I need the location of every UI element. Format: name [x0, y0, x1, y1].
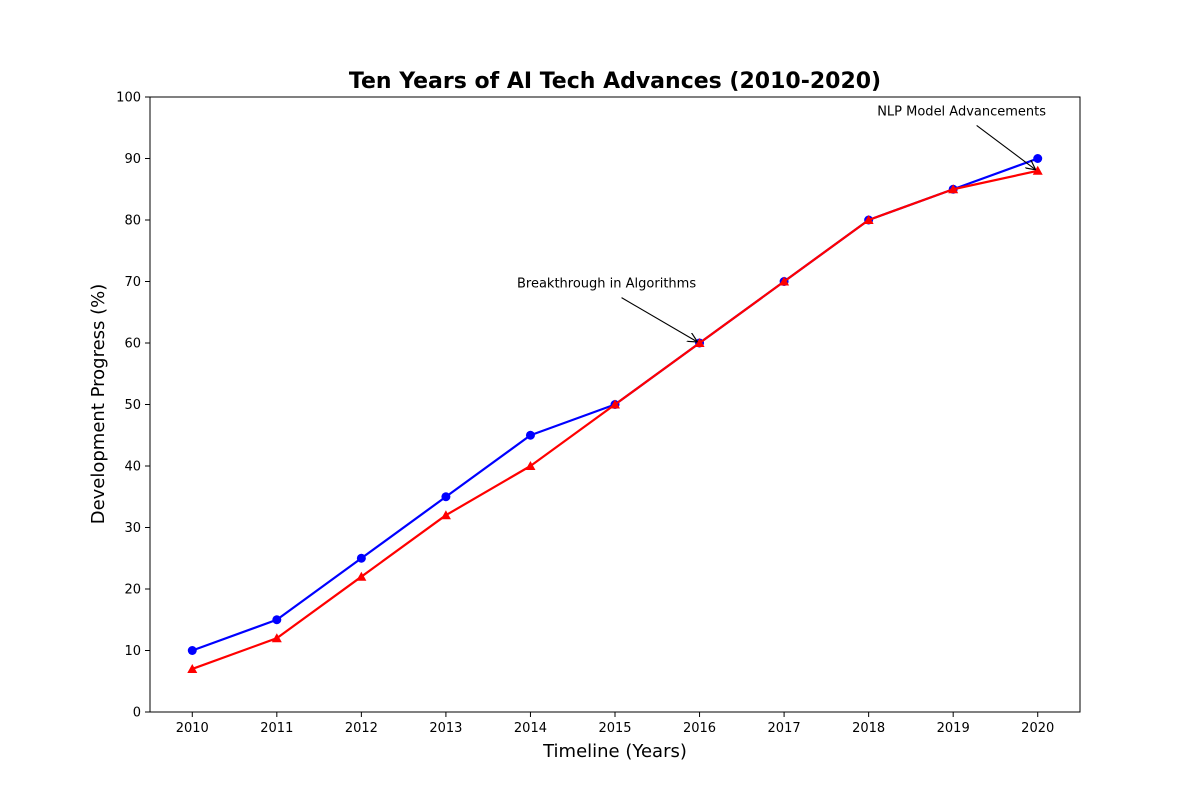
- x-tick-label: 2014: [514, 721, 547, 736]
- y-tick-label: 20: [124, 583, 141, 598]
- y-tick-label: 40: [124, 460, 141, 475]
- annotation-2-arrow: [976, 125, 1036, 169]
- y-tick-label: 50: [124, 398, 141, 413]
- x-tick-label: 2016: [683, 721, 716, 736]
- x-tick-label: 2011: [260, 721, 293, 736]
- series-1-point: [187, 646, 197, 655]
- series-1-point: [272, 615, 282, 625]
- x-tick-label: 2010: [176, 721, 209, 736]
- series-2-point: [1032, 165, 1043, 175]
- series-2-point: [779, 276, 790, 286]
- series-1-point: [441, 492, 451, 502]
- series-2-point: [356, 571, 367, 581]
- x-tick-label: 2013: [429, 721, 462, 736]
- series-2-point: [694, 338, 705, 347]
- series-2-point: [610, 399, 620, 409]
- series-2-point: [863, 215, 874, 224]
- series-1-point: [525, 430, 535, 440]
- series-1-point: [1033, 154, 1043, 163]
- x-tick-label: 2012: [345, 721, 378, 736]
- y-tick-label: 100: [116, 91, 141, 106]
- x-axis-label: Timeline (Years): [542, 741, 687, 762]
- series-2-point: [271, 633, 282, 643]
- y-axis-label: Development Progress (%): [88, 284, 109, 525]
- y-tick-label: 30: [124, 521, 141, 536]
- annotation-1-text: Breakthrough in Algorithms: [517, 277, 696, 292]
- annotation-1-arrow: [621, 297, 698, 342]
- series-2-point: [948, 184, 959, 194]
- annotation-2-text: NLP Model Advancements: [877, 104, 1046, 119]
- x-tick-label: 2015: [598, 721, 631, 736]
- plot-area: 0 10 20 30 40 50 60 70 80 90 100 2010 2011 2012 2013 20…: [116, 91, 1081, 736]
- y-tick-label: 70: [124, 275, 141, 290]
- y-tick-label: 80: [124, 214, 141, 229]
- x-tick-label: 2017: [768, 721, 801, 736]
- x-tick-label: 2019: [937, 721, 970, 736]
- series-2-point: [525, 461, 536, 470]
- y-tick-label: 90: [124, 152, 141, 167]
- x-tick-label: 2020: [1021, 721, 1054, 736]
- x-tick-label: 2018: [852, 721, 885, 736]
- series-1-point: [356, 553, 366, 563]
- chart-title: Ten Years of AI Tech Advances (2010-2020…: [349, 69, 881, 94]
- y-tick-label: 0: [133, 706, 141, 721]
- y-tick-label: 60: [124, 337, 141, 352]
- series-2-point: [187, 663, 198, 673]
- y-tick-label: 10: [124, 644, 141, 659]
- series-2-point: [440, 510, 451, 520]
